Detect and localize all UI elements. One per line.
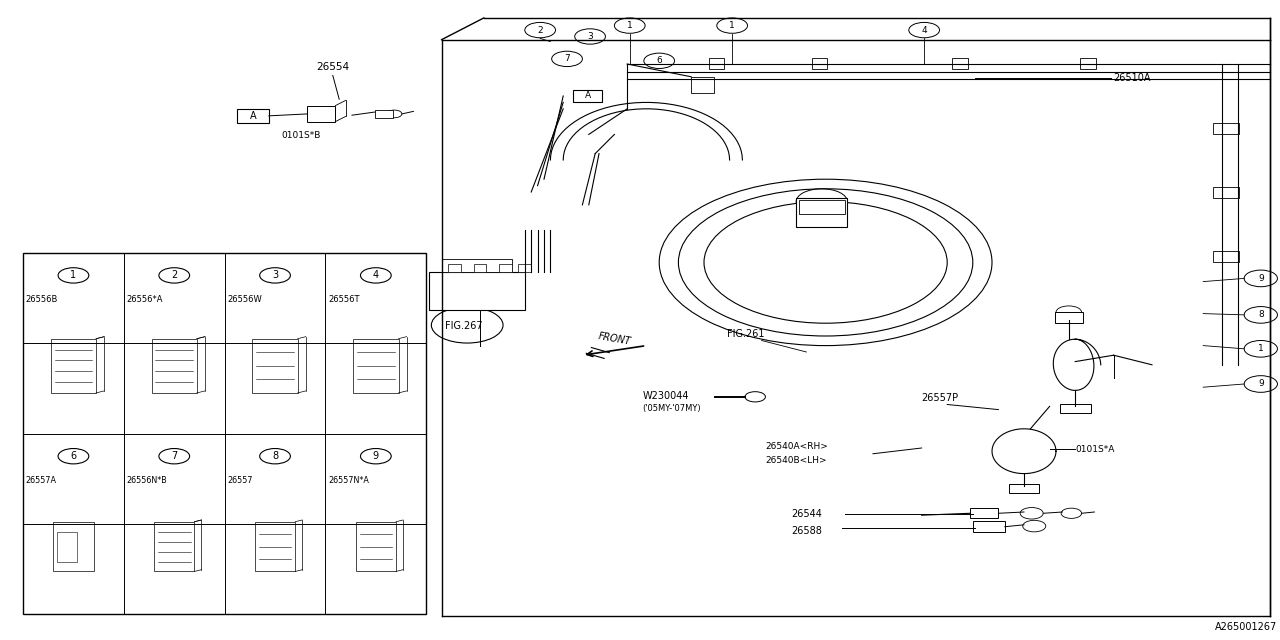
Bar	[709, 58, 724, 69]
Text: 8: 8	[1258, 310, 1263, 319]
Bar	[151, 339, 197, 393]
Bar	[58, 532, 78, 561]
Bar	[573, 90, 602, 102]
Bar	[442, 259, 512, 272]
Text: ('05MY-'07MY): ('05MY-'07MY)	[643, 404, 701, 413]
Text: 9: 9	[1258, 380, 1263, 388]
Bar	[429, 272, 525, 310]
Text: 26556N*B: 26556N*B	[127, 476, 168, 485]
Text: 26544: 26544	[791, 509, 822, 519]
Text: 7: 7	[172, 451, 178, 461]
Text: 2: 2	[172, 270, 178, 280]
Bar	[1213, 187, 1239, 198]
Text: 0101S*B: 0101S*B	[282, 131, 320, 140]
Bar	[518, 264, 531, 272]
Text: 26557A: 26557A	[26, 476, 56, 485]
Text: 9: 9	[1258, 274, 1263, 283]
Text: 26557: 26557	[228, 476, 252, 485]
Text: 3: 3	[588, 32, 593, 41]
Text: 1: 1	[627, 21, 632, 30]
Bar	[1060, 404, 1091, 413]
Bar	[255, 522, 296, 572]
Bar	[353, 339, 398, 393]
Bar	[952, 58, 968, 69]
Text: 26556T: 26556T	[328, 295, 360, 304]
Bar	[1055, 312, 1083, 323]
Bar	[448, 264, 461, 272]
Text: 0101S*A: 0101S*A	[1075, 445, 1115, 454]
Text: 8: 8	[271, 451, 278, 461]
Bar	[237, 109, 269, 123]
Text: A: A	[250, 111, 256, 121]
Bar	[375, 110, 393, 118]
Bar	[54, 522, 93, 572]
Bar	[51, 339, 96, 393]
Bar	[307, 106, 335, 122]
Text: FRONT: FRONT	[598, 332, 631, 347]
Text: 2: 2	[538, 26, 543, 35]
Text: 1: 1	[730, 21, 735, 30]
Text: 26556W: 26556W	[228, 295, 262, 304]
Bar	[1213, 123, 1239, 134]
Bar	[154, 522, 195, 572]
Text: 26556*A: 26556*A	[127, 295, 163, 304]
Text: 7: 7	[564, 54, 570, 63]
Text: 26510A: 26510A	[1114, 73, 1151, 83]
Bar	[23, 253, 426, 614]
Bar	[973, 521, 1005, 532]
Text: 9: 9	[372, 451, 379, 461]
Bar	[812, 58, 827, 69]
Text: FIG.267: FIG.267	[444, 321, 483, 332]
Text: 26554: 26554	[316, 62, 349, 72]
Bar	[356, 522, 396, 572]
Text: 1: 1	[70, 270, 77, 280]
Text: A: A	[585, 92, 590, 100]
Text: FIG.261: FIG.261	[727, 329, 764, 339]
Text: 26556B: 26556B	[26, 295, 58, 304]
Bar	[1213, 251, 1239, 262]
Text: 26557N*A: 26557N*A	[328, 476, 369, 485]
Bar	[799, 200, 845, 214]
Text: 3: 3	[271, 270, 278, 280]
Text: 26540B<LH>: 26540B<LH>	[765, 456, 827, 465]
Bar	[1080, 58, 1096, 69]
Bar	[499, 264, 512, 272]
Text: 26557P: 26557P	[922, 393, 959, 403]
Text: 6: 6	[657, 56, 662, 65]
Bar	[1009, 484, 1039, 493]
Text: 6: 6	[70, 451, 77, 461]
Text: 1: 1	[1258, 344, 1263, 353]
Text: 4: 4	[922, 26, 927, 35]
Text: 26540A<RH>: 26540A<RH>	[765, 442, 828, 451]
Bar	[691, 77, 714, 93]
Text: A265001267: A265001267	[1215, 622, 1277, 632]
Bar	[474, 264, 486, 272]
Text: W230044: W230044	[643, 390, 689, 401]
Text: 26588: 26588	[791, 526, 822, 536]
Bar	[970, 508, 998, 518]
Text: 4: 4	[372, 270, 379, 280]
Bar	[252, 339, 298, 393]
Bar	[796, 198, 847, 227]
